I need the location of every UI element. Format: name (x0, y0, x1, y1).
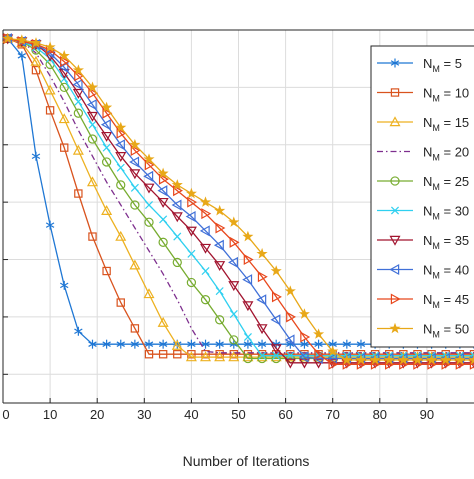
legend-label-value: = 35 (440, 233, 469, 248)
legend-label-value: = 5 (440, 56, 462, 71)
legend-label-main: N (423, 86, 432, 101)
legend-label-subscript: M (432, 300, 440, 310)
x-tick-label: 20 (90, 407, 104, 422)
legend-label-value: = 40 (440, 263, 469, 278)
x-tick-label: 40 (184, 407, 198, 422)
legend-label-value: = 30 (440, 204, 469, 219)
x-axis-label: Number of Iterations (183, 453, 310, 469)
legend-label-main: N (423, 233, 432, 248)
x-tick-label: 30 (137, 407, 151, 422)
legend-label-value: = 45 (440, 292, 469, 307)
x-tick-label: 70 (325, 407, 339, 422)
legend-label-value: = 15 (440, 115, 469, 130)
legend-label-value: = 10 (440, 86, 469, 101)
legend-label-subscript: M (432, 212, 440, 222)
x-tick-label: 50 (231, 407, 245, 422)
legend-label-main: N (423, 204, 432, 219)
legend-label-subscript: M (432, 182, 440, 192)
x-tick-label: 10 (43, 407, 57, 422)
legend-label-subscript: M (432, 94, 440, 104)
legend-label-main: N (423, 322, 432, 337)
legend-label-main: N (423, 263, 432, 278)
legend-label-subscript: M (432, 271, 440, 281)
x-tick-label: 60 (278, 407, 292, 422)
legend-label-value: = 20 (440, 145, 469, 160)
legend-label-value: = 25 (440, 174, 469, 189)
legend-label-subscript: M (432, 153, 440, 163)
legend-label-subscript: M (432, 123, 440, 133)
legend-label-main: N (423, 292, 432, 307)
legend-label-subscript: M (432, 330, 440, 340)
legend-label-main: N (423, 115, 432, 130)
legend-label-main: N (423, 174, 432, 189)
legend-label-main: N (423, 56, 432, 71)
x-tick-label: 80 (373, 407, 387, 422)
legend-label-subscript: M (432, 64, 440, 74)
legend-label-subscript: M (432, 241, 440, 251)
legend-label-main: N (423, 145, 432, 160)
x-tick-label: 90 (420, 407, 434, 422)
x-tick-label: 0 (2, 407, 9, 422)
legend-label-value: = 50 (440, 322, 469, 337)
